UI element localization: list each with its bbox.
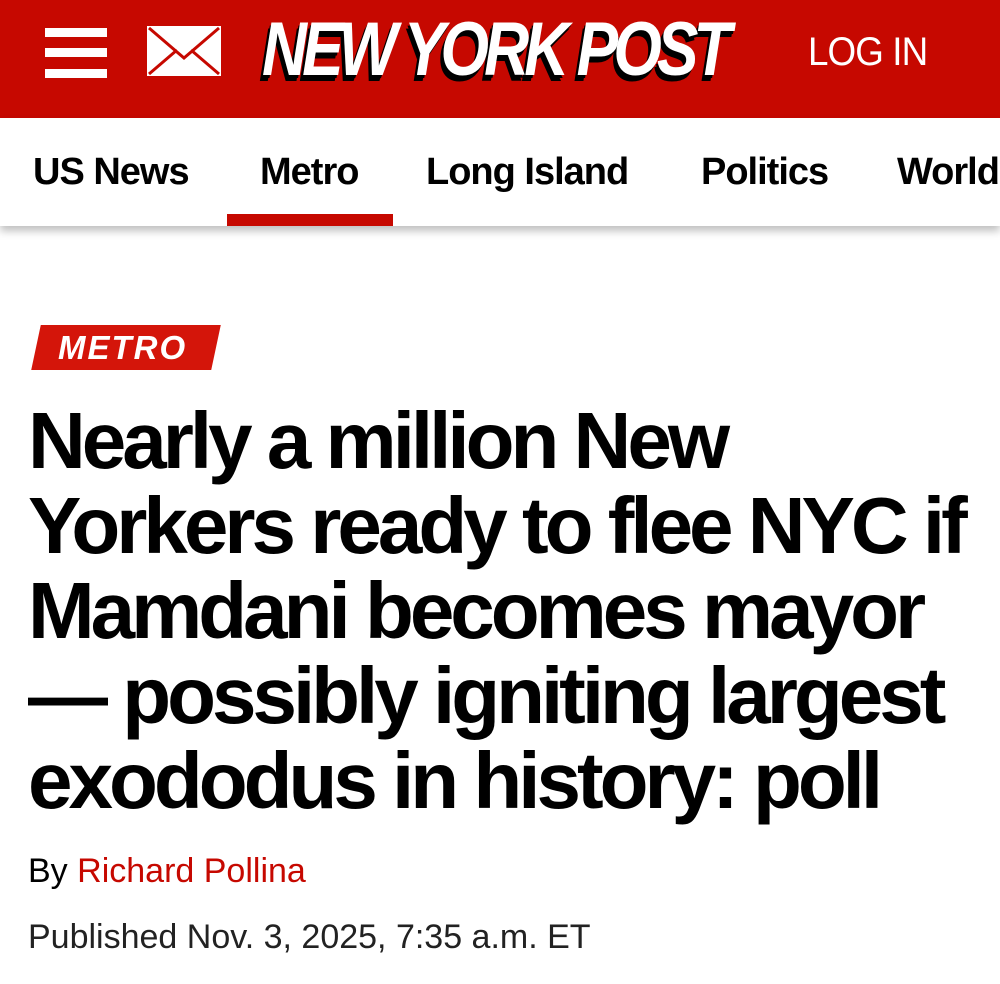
- mail-icon[interactable]: [147, 26, 221, 76]
- published-date: Published Nov. 3, 2025, 7:35 a.m. ET: [28, 918, 591, 956]
- tab-us-news[interactable]: US News: [33, 151, 190, 193]
- active-tab-indicator: [227, 214, 393, 226]
- menu-icon[interactable]: [45, 28, 107, 78]
- tab-long-island[interactable]: Long Island: [426, 151, 629, 193]
- section-badge-label[interactable]: METRO: [58, 329, 188, 366]
- tab-world[interactable]: World: [897, 151, 1000, 193]
- byline: By Richard Pollina: [28, 852, 306, 891]
- tab-metro[interactable]: Metro: [260, 151, 359, 193]
- logo[interactable]: NEW YORK POST: [262, 7, 732, 92]
- login-button[interactable]: LOG IN: [808, 30, 928, 74]
- tab-politics[interactable]: Politics: [701, 151, 829, 193]
- headline: Nearly a million New Yorkers ready to fl…: [28, 396, 968, 825]
- section-nav: US News Metro Long Island Politics World: [0, 118, 1000, 226]
- site-header: NEW YORK POST LOG IN: [0, 0, 1000, 118]
- byline-prefix: By: [28, 852, 68, 890]
- author-link[interactable]: Richard Pollina: [77, 852, 306, 890]
